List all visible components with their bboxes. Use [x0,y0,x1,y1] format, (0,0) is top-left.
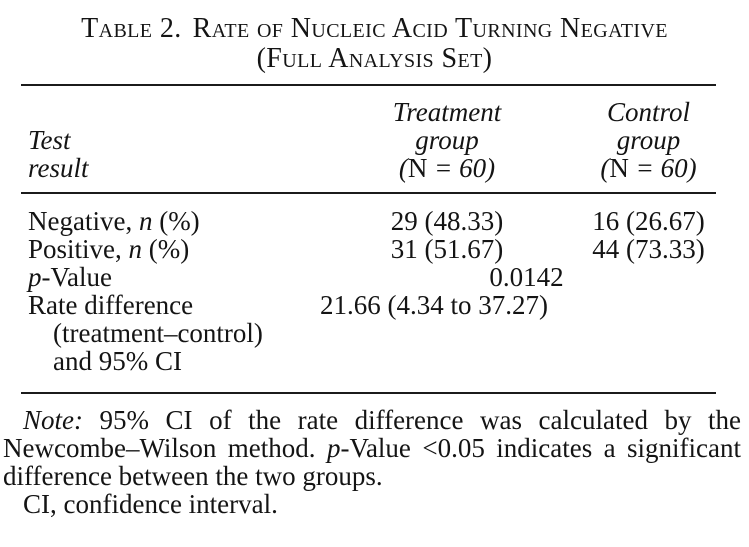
table-header: Test result Treatment group (N = 60) Con… [21,85,716,193]
treatment-n-count: (N = 60) [313,154,581,182]
paper-table-page: Table 2. Rate of Nucleic Acid Turning Neg… [0,14,749,547]
treatment-line1: Treatment [392,97,502,127]
row-rate-difference-label: Rate difference (treatment–control) and … [21,291,313,393]
positive-treatment-value: 31 (51.67) [390,234,504,264]
column-header-treatment-group: Treatment group (N = 60) [313,85,581,193]
row-positive-label: Positive, n (%) [21,235,313,263]
paren: ( [600,153,610,183]
label-text: Negative, [28,206,139,236]
p-value-result: 0.0142 [489,262,564,292]
table-title: Table 2. Rate of Nucleic Acid Turning Neg… [26,14,723,74]
treatment-line2: group [415,125,479,155]
table-title-text: Rate of Nucleic Acid Turning Negative [192,13,668,44]
results-table: Test result Treatment group (N = 60) Con… [21,84,716,394]
row-p-value: p-Value 0.0142 [21,263,716,291]
row-negative: Negative, n (%) 29 (48.33) 16 (26.67) [21,193,716,235]
negative-control-value: 16 (26.67) [592,206,705,236]
column-header-control-group: Control group (N = 60) [581,85,716,193]
row-p-value-label: p-Value [21,263,313,291]
rate-diff-line1: Rate difference [28,290,194,320]
column-header-test-result: Test result [21,85,313,193]
row-positive: Positive, n (%) 31 (51.67) 44 (73.33) [21,235,716,263]
control-line1: Control [606,97,691,127]
table-number-label: Table 2. [81,13,182,44]
label-percent: (%) [152,206,200,236]
negative-treatment-value: 29 (48.33) [390,206,504,236]
control-n-count: (N = 60) [581,154,716,182]
note-text-2: -Value <0.05 indicates a significant dif… [3,433,741,491]
label-p-italic: p [28,262,42,292]
table-title-line2: (Full Analysis Set) [256,43,493,74]
label-text: Positive, [28,234,129,264]
n-symbol: N [609,153,629,183]
note-label-italic: Note: [23,405,83,435]
n-symbol: N [407,153,428,183]
label-n-italic: n [138,206,153,236]
n-value: = 60) [628,153,697,183]
header-result: result [28,153,89,183]
rate-diff-line2: (treatment–control) [53,318,263,348]
n-value: = 60) [427,153,496,183]
label-n-italic: n [128,234,143,264]
label-value-text: -Value [41,262,112,292]
rate-difference-value: 21.66 (4.34 to 37.27) [320,290,548,320]
paren: ( [398,153,408,183]
positive-control-value: 44 (73.33) [592,234,705,264]
table-body: Negative, n (%) 29 (48.33) 16 (26.67) Po… [21,193,716,393]
header-test: Test [28,125,71,155]
label-percent: (%) [142,234,190,264]
footnote-abbreviation: CI, confidence interval. [23,489,278,519]
footnote-paragraph: Note: 95% CI of the rate difference was … [3,406,741,490]
table-footnote: Note: 95% CI of the rate difference was … [3,406,741,518]
note-text-1: 95% CI of the rate difference was calcul… [3,405,741,463]
note-p-italic: p [326,433,341,463]
control-line2: group [616,125,681,155]
header-row: Test result Treatment group (N = 60) Con… [21,85,716,193]
row-negative-label: Negative, n (%) [21,193,313,235]
row-rate-difference: Rate difference (treatment–control) and … [21,291,716,393]
rate-diff-line3: and 95% CI [53,346,182,376]
